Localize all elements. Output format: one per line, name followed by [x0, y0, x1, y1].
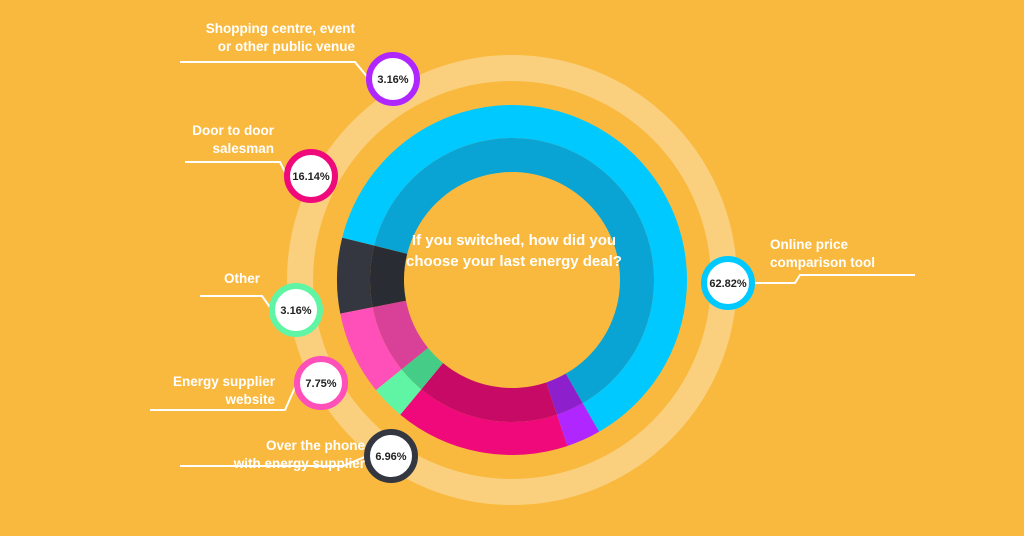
slice-inner-5	[546, 373, 583, 415]
category-label-line: website	[225, 392, 275, 407]
value-badge-4	[284, 149, 338, 203]
category-label-5: Shopping centre, event or other public ve…	[150, 20, 355, 56]
category-label-line: Door to door	[192, 123, 274, 138]
category-label-2: Energy supplier website	[120, 373, 275, 409]
chart-title: If you switched, how did you choose your…	[406, 232, 622, 270]
slice-outer-3	[375, 369, 422, 415]
category-label-line: salesman	[212, 141, 274, 156]
category-label-line: comparison tool	[770, 255, 876, 270]
value-label-2: 7.75%	[305, 378, 336, 390]
leader-line-2	[150, 382, 298, 411]
category-label-line: or other public venue	[217, 39, 355, 54]
slice-inner-2	[372, 300, 429, 370]
category-label-line: with energy supplier	[233, 456, 365, 471]
value-label-3: 3.16%	[280, 305, 311, 317]
value-badge-1	[364, 429, 418, 483]
leader-line-0	[752, 274, 915, 284]
value-label-4: 16.14%	[292, 171, 330, 183]
category-label-3: Other	[160, 270, 260, 288]
slices-group	[336, 105, 687, 455]
value-badge-5	[366, 52, 420, 106]
category-label-line: Shopping centre, event	[205, 21, 355, 36]
value-badge-3	[269, 283, 323, 337]
value-badge-0	[701, 256, 755, 310]
leader-line-1	[180, 455, 368, 467]
value-badge-2	[294, 356, 348, 410]
slice-inner-1	[370, 245, 408, 308]
leader-line-4	[185, 161, 288, 177]
slice-inner-3	[401, 347, 444, 390]
slice-outer-4	[400, 389, 568, 455]
category-label-1: Over the phone with energy supplier	[175, 437, 365, 473]
slice-outer-2	[340, 307, 402, 391]
category-label-line: Other	[223, 271, 260, 286]
value-label-0: 62.82%	[709, 278, 747, 290]
category-label-0: Online price comparison tool	[770, 236, 920, 272]
category-label-line: Energy supplier	[172, 374, 275, 389]
slice-outer-1	[336, 237, 375, 314]
value-label-5: 3.16%	[377, 74, 408, 86]
leader-line-3	[200, 295, 273, 311]
slice-inner-4	[421, 363, 557, 423]
category-label-line: Over the phone	[265, 438, 365, 453]
value-label-1: 6.96%	[375, 451, 406, 463]
category-label-line: Online price	[770, 237, 849, 252]
leader-line-5	[180, 61, 370, 80]
category-label-4: Door to door salesman	[150, 122, 274, 158]
value-badges-group: 62.82% 6.96% 7.75% 3.16% 16.14% 3.16%	[269, 52, 755, 483]
slice-outer-5	[556, 403, 600, 446]
